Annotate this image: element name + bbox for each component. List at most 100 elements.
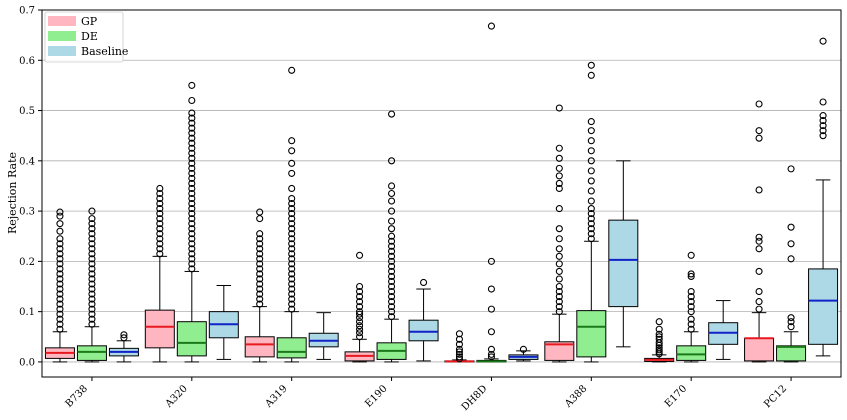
- flier-point: [819, 127, 827, 135]
- flier-point: [755, 237, 763, 245]
- flier-point: [487, 305, 495, 313]
- flier-point: [356, 310, 364, 318]
- box-gp-a388: [544, 104, 575, 363]
- box-de-a319: [276, 66, 307, 363]
- flier-point: [819, 117, 827, 125]
- flier-point: [56, 315, 64, 323]
- x-tick-label: A388: [562, 383, 589, 410]
- flier-point: [487, 257, 495, 265]
- legend-swatch-gp: [48, 16, 76, 26]
- box-iqr: [744, 337, 775, 362]
- flier-point: [787, 318, 795, 326]
- flier-point: [455, 345, 463, 353]
- flier-point: [288, 159, 296, 167]
- flier-point: [555, 144, 563, 152]
- flier-point: [455, 350, 463, 358]
- flier-point: [420, 278, 428, 287]
- box-iqr: [576, 310, 607, 358]
- flier-point: [56, 320, 64, 328]
- flier-point: [188, 164, 196, 172]
- flier-point: [56, 235, 64, 243]
- flier-point: [188, 265, 196, 273]
- box-plot-area: [44, 22, 839, 363]
- box-gp-pc12: [744, 100, 775, 363]
- flier-point: [156, 250, 164, 258]
- box-de-pc12: [776, 165, 807, 363]
- flier-point: [487, 22, 495, 30]
- flier-point: [388, 217, 396, 225]
- flier-point: [356, 318, 364, 326]
- flier-point: [555, 184, 563, 193]
- box-de-a388: [576, 61, 607, 363]
- flier-point: [388, 232, 396, 240]
- box-baseline-a320: [208, 285, 239, 360]
- flier-point: [88, 305, 96, 313]
- flier-point: [88, 310, 96, 318]
- flier-point: [188, 255, 196, 263]
- flier-point: [56, 255, 64, 263]
- flier-point: [388, 277, 396, 286]
- legend-label-gp: GP: [81, 15, 98, 28]
- box-baseline-dh8d: [508, 345, 539, 362]
- y-tick-label: 0.4: [19, 156, 35, 167]
- box-iqr: [608, 219, 639, 308]
- flier-point: [388, 197, 396, 205]
- flier-point: [555, 287, 563, 296]
- flier-point: [188, 250, 196, 258]
- flier-point: [555, 154, 563, 162]
- flier-point: [587, 147, 595, 155]
- flier-point: [655, 318, 663, 326]
- flier-point: [555, 235, 563, 243]
- flier-point: [256, 260, 264, 268]
- flier-point: [288, 295, 296, 303]
- flier-point: [56, 270, 64, 278]
- flier-point: [120, 331, 128, 339]
- flier-point: [388, 237, 396, 245]
- flier-point: [188, 189, 196, 198]
- box-iqr: [776, 345, 807, 362]
- flier-point: [755, 127, 763, 135]
- flier-point: [56, 280, 64, 288]
- flier-point: [455, 353, 463, 361]
- box-iqr: [676, 345, 707, 361]
- flier-point: [88, 320, 96, 328]
- flier-point: [356, 322, 364, 330]
- flier-point: [188, 169, 196, 177]
- flier-point: [388, 207, 396, 215]
- box-gp-a319: [244, 208, 275, 363]
- flier-point: [787, 165, 795, 173]
- flier-point: [56, 325, 64, 333]
- x-tick-label: E170: [663, 383, 689, 409]
- flier-point: [487, 285, 495, 293]
- flier-point: [455, 348, 463, 356]
- flier-point: [188, 184, 196, 193]
- flier-point: [587, 210, 595, 218]
- flier-point: [388, 293, 396, 301]
- box-iqr: [276, 337, 307, 359]
- flier-point: [687, 325, 695, 333]
- flier-point: [787, 314, 795, 322]
- flier-point: [655, 330, 663, 338]
- flier-point: [388, 247, 396, 255]
- flier-point: [755, 245, 763, 253]
- box-iqr: [544, 341, 575, 361]
- flier-point: [88, 315, 96, 323]
- flier-point: [288, 265, 296, 273]
- flier-point: [555, 179, 563, 187]
- flier-point: [120, 334, 128, 342]
- flier-point: [88, 245, 96, 253]
- flier-point: [88, 280, 96, 288]
- flier-point: [256, 265, 264, 273]
- flier-point: [356, 303, 364, 311]
- box-iqr: [244, 336, 275, 358]
- flier-point: [88, 285, 96, 293]
- flier-point: [88, 250, 96, 258]
- flier-point: [56, 208, 64, 216]
- flier-point: [256, 285, 264, 293]
- flier-point: [356, 329, 364, 337]
- flier-point: [188, 225, 196, 233]
- flier-point: [555, 205, 563, 213]
- flier-point: [687, 270, 695, 278]
- box-gp-e190: [344, 251, 375, 363]
- flier-point: [88, 230, 96, 238]
